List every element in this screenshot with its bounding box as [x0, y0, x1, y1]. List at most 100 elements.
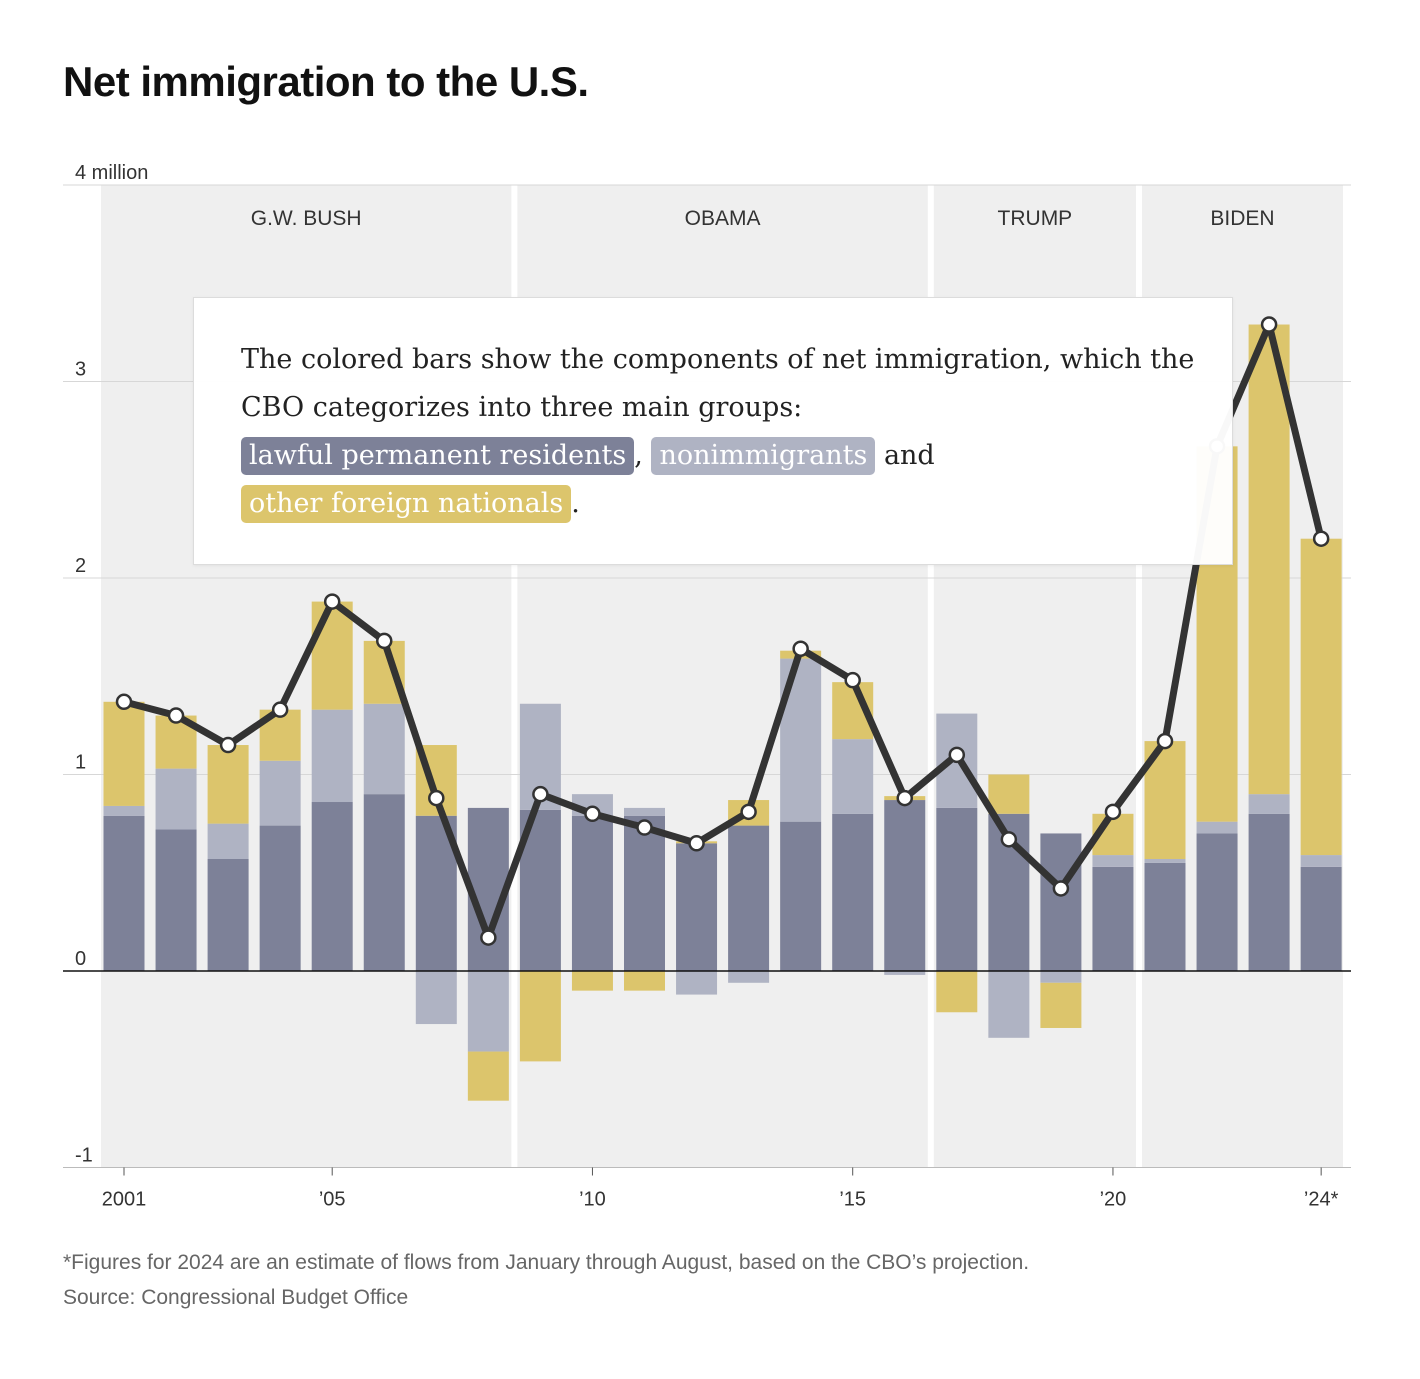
bar-lpr: [676, 843, 718, 971]
net-point: [428, 789, 445, 807]
annotation-box: The colored bars show the components of …: [193, 297, 1233, 565]
bar-other-foreign-nationals: [311, 601, 353, 710]
bar-lpr: [571, 815, 613, 971]
bar-nonimmigrants: [415, 971, 457, 1025]
annotation-comma: ,: [634, 440, 643, 471]
y-tick-label: 0: [75, 948, 86, 970]
bar-other-foreign-nationals: [1040, 982, 1082, 1028]
bar-lpr: [1248, 813, 1290, 971]
bar-nonimmigrants: [207, 823, 249, 859]
bar-nonimmigrants: [884, 971, 926, 975]
net-point: [1000, 831, 1018, 848]
admin-label: G.W. BUSH: [251, 207, 362, 230]
annotation-period: .: [571, 488, 580, 519]
x-tick-label: ’24*: [1304, 1189, 1339, 1211]
net-point: [1260, 316, 1278, 333]
bar-nonimmigrants: [363, 703, 405, 795]
net-point: [167, 707, 185, 724]
x-tick-label: 2001: [102, 1189, 147, 1211]
zero-axis: [63, 970, 1351, 1168]
net-point: [115, 693, 133, 711]
net-immigration-points: [115, 316, 1330, 946]
x-tick-label: ’10: [579, 1189, 606, 1211]
bar-nonimmigrants: [259, 760, 301, 826]
bar-other-foreign-nationals: [936, 971, 978, 1013]
footnote: *Figures for 2024 are an estimate of flo…: [63, 1251, 1030, 1274]
admin-label: OBAMA: [685, 207, 761, 230]
y-tick-label: -1: [75, 1145, 93, 1167]
bar-lpr: [1040, 833, 1082, 971]
net-point: [844, 671, 861, 689]
bar-nonimmigrants: [467, 971, 509, 1052]
bar-lpr: [624, 815, 665, 971]
y-tick-label: 2: [75, 555, 86, 577]
x-tick-label: ’20: [1100, 1189, 1127, 1211]
bar-nonimmigrants: [1248, 794, 1290, 814]
bars: [103, 324, 1342, 1101]
bar-nonimmigrants: [311, 709, 353, 803]
bar-lpr: [1300, 866, 1342, 971]
annotation-text: The colored bars show the components of …: [241, 336, 1201, 528]
bar-nonimmigrants: [1196, 821, 1238, 834]
y-tick-label: 1: [75, 752, 86, 774]
bar-lpr: [363, 794, 405, 971]
bar-nonimmigrants: [988, 971, 1030, 1038]
axis-labels: G.W. BUSH OBAMA TRUMP BIDEN -1 0 1 2 3 4 million 2…: [75, 162, 1339, 1211]
y-tick-label: 3: [75, 359, 86, 381]
bar-nonimmigrants: [155, 768, 197, 830]
bar-other-foreign-nationals: [624, 971, 665, 991]
bar-lpr: [832, 813, 874, 971]
admin-label: BIDEN: [1210, 207, 1274, 230]
x-tick-label: ’05: [319, 1189, 346, 1211]
bar-other-foreign-nationals: [571, 971, 613, 991]
bar-lpr: [207, 858, 249, 971]
net-point: [1052, 880, 1070, 897]
net-point: [1156, 732, 1174, 750]
bar-nonimmigrants: [1092, 855, 1134, 867]
bar-lpr: [1144, 862, 1186, 971]
annotation-line-2: CBO categorizes into three main groups:: [241, 392, 803, 423]
legend-chip-lpr: lawful permanent residents: [241, 437, 635, 475]
bar-lpr: [1092, 866, 1134, 971]
chart-title: Net immigration to the U.S.: [63, 58, 589, 105]
net-point: [948, 746, 966, 764]
bar-nonimmigrants: [1300, 855, 1342, 867]
bar-other-foreign-nationals: [103, 701, 145, 806]
bar-other-foreign-nationals: [1300, 538, 1342, 856]
bar-nonimmigrants: [1040, 971, 1082, 983]
net-point: [323, 593, 341, 610]
bar-nonimmigrants: [624, 807, 665, 816]
bar-nonimmigrants: [676, 971, 718, 995]
legend-chip-nonimmigrants: nonimmigrants: [651, 437, 876, 475]
net-point: [1104, 803, 1122, 821]
net-point: [636, 819, 653, 836]
net-point: [480, 929, 497, 946]
bar-other-foreign-nationals: [207, 745, 249, 824]
annotation-line-1: The colored bars show the components of …: [241, 344, 1195, 375]
bar-lpr: [311, 802, 353, 971]
net-point: [376, 632, 393, 650]
net-point: [271, 701, 289, 718]
net-point: [532, 785, 549, 803]
net-point: [792, 640, 809, 657]
bar-lpr: [1196, 833, 1238, 971]
bar-lpr: [155, 829, 197, 971]
bar-lpr: [259, 825, 301, 971]
bar-nonimmigrants: [728, 971, 770, 983]
chart-area: G.W. BUSH OBAMA TRUMP BIDEN -1 0 1 2 3 4 million 2…: [63, 162, 1351, 1211]
net-line: [120, 321, 1325, 942]
net-point: [740, 803, 757, 821]
bar-other-foreign-nationals: [467, 1051, 509, 1101]
bar-other-foreign-nationals: [1248, 324, 1290, 795]
bar-lpr: [728, 825, 770, 971]
y-tick-label: 4 million: [75, 162, 148, 184]
admin-label: TRUMP: [998, 207, 1073, 230]
net-point: [896, 789, 913, 807]
bar-lpr: [936, 807, 978, 971]
bar-lpr: [780, 821, 822, 971]
net-point: [219, 736, 237, 754]
bar-lpr: [884, 800, 926, 971]
net-point: [688, 835, 705, 852]
net-point: [584, 805, 601, 823]
bar-nonimmigrants: [1144, 858, 1186, 863]
